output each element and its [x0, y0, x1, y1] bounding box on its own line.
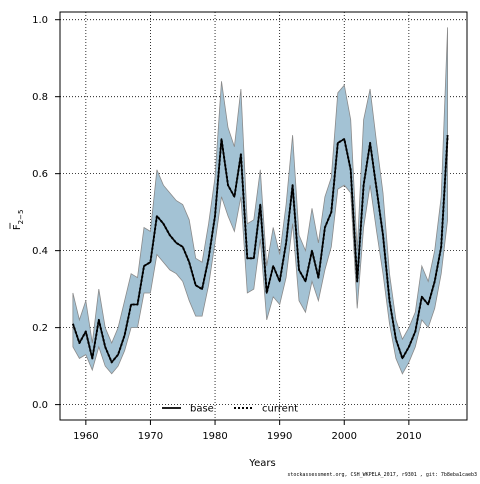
y-tick-label: 0.8 — [32, 92, 48, 103]
confidence-band — [72, 27, 449, 375]
y-axis-label-text: F2−5 — [12, 210, 25, 231]
x-tick-label: 1960 — [73, 431, 98, 442]
y-tick-label: 0.0 — [32, 400, 48, 411]
y-axis-label: F2−5 — [9, 210, 25, 231]
x-tick-label: 1980 — [202, 431, 227, 442]
plot-frame — [59, 11, 468, 421]
x-axis-label: Years — [248, 458, 275, 469]
x-tick-label: 2000 — [332, 431, 357, 442]
y-axis-label-main: F — [12, 224, 23, 230]
x-tick-label: 1970 — [138, 431, 163, 442]
legend-label-base: base — [190, 404, 214, 415]
x-tick-label: 2010 — [396, 431, 421, 442]
footer-source: stockassessment.org, CSH_WKPELA_2017, r9… — [287, 472, 477, 478]
legend-label-current: current — [262, 404, 298, 415]
y-tick-label: 0.6 — [32, 169, 48, 180]
y-tick-label: 1.0 — [32, 15, 48, 26]
y-tick-label: 0.4 — [32, 246, 48, 257]
series-line-base — [72, 135, 449, 364]
x-tick-label: 1990 — [267, 431, 292, 442]
y-tick-label: 0.2 — [32, 323, 48, 334]
y-axis-label-subscript: 2−5 — [17, 210, 25, 225]
